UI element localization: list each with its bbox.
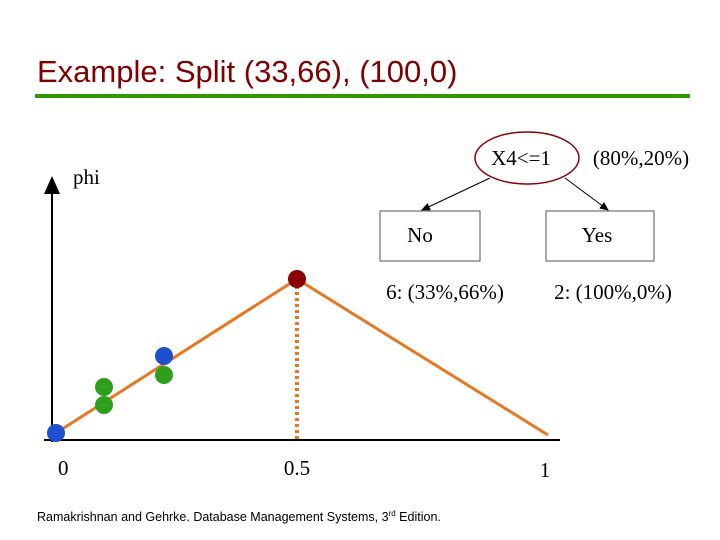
point — [95, 378, 113, 396]
footer-text: Ramakrishnan and Gehrke. Database Manage… — [37, 510, 389, 524]
branch-box — [545, 210, 655, 262]
axis-label: phi — [73, 165, 100, 189]
branch-box — [379, 210, 481, 262]
node-distribution: (80%,20%) — [593, 146, 689, 170]
footer-superscript: rd — [389, 509, 396, 518]
x-label: 0.5 — [284, 456, 310, 480]
title: Example: Split (33,66), (100,0) — [37, 54, 457, 89]
leaf-label: 2: (100%,0%) — [554, 280, 672, 304]
branch-label: Yes — [582, 223, 613, 247]
point — [155, 366, 173, 384]
footer: Ramakrishnan and Gehrke. Database Manage… — [37, 509, 441, 524]
point — [288, 270, 306, 288]
x-label: 0 — [58, 456, 69, 480]
edge — [421, 177, 491, 211]
tree-node — [474, 131, 580, 185]
point — [47, 424, 65, 442]
node-label: X4<=1 — [491, 146, 551, 170]
x-label: 1 — [540, 458, 551, 482]
edge — [564, 177, 609, 211]
leaf-label: 6: (33%,66%) — [386, 280, 504, 304]
point — [95, 396, 113, 414]
footer-suffix: Edition. — [396, 510, 441, 524]
point — [155, 347, 173, 365]
branch-label: No — [407, 223, 433, 247]
